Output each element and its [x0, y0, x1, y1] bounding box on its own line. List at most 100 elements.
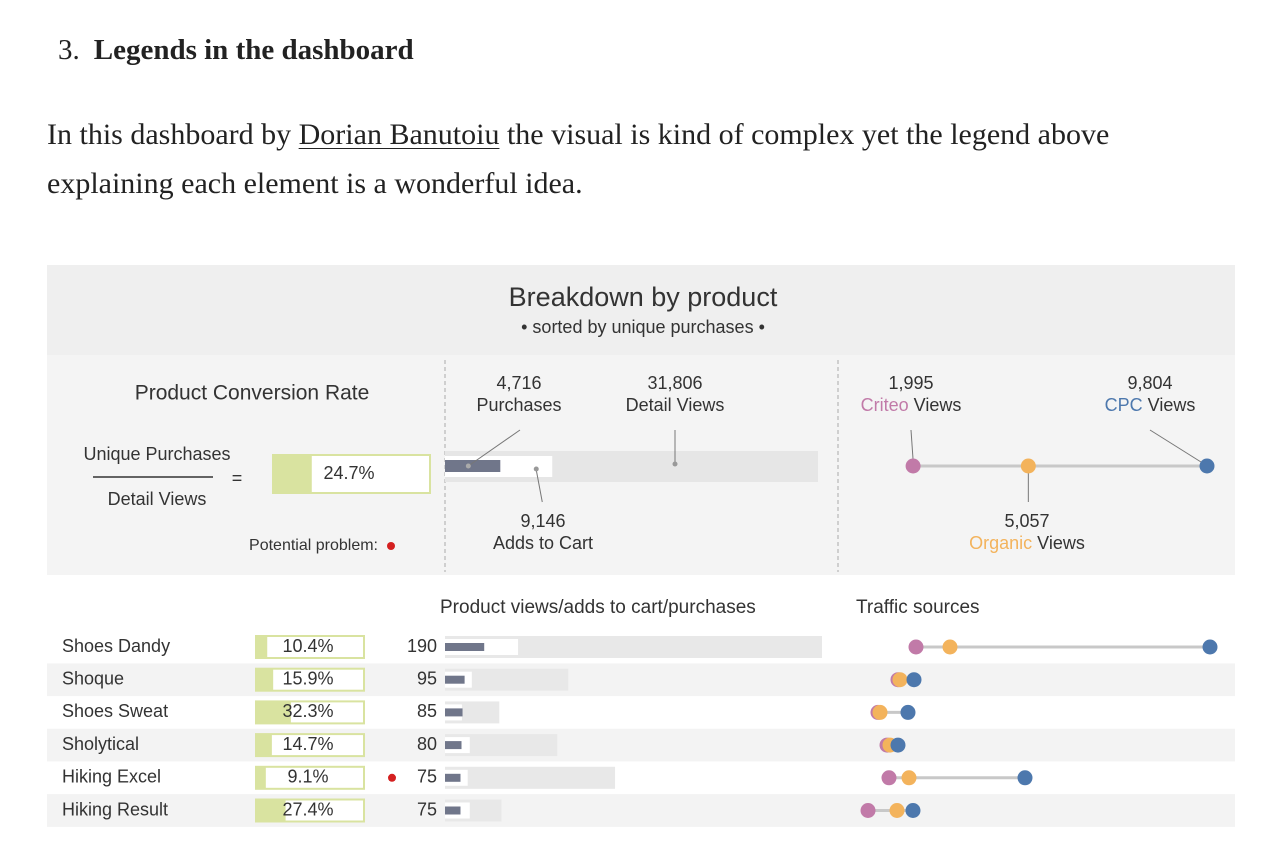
label: 9,146: [520, 511, 565, 531]
label: Potential problem:: [249, 537, 378, 554]
problem-dot: [388, 773, 396, 782]
purchases-bar: [445, 643, 485, 651]
rate-label: 32.3%: [282, 701, 333, 721]
purchases-bar: [445, 675, 465, 684]
product-name: Shoes Dandy: [62, 636, 170, 656]
purchases-label: 190: [407, 636, 437, 656]
product-name: Hiking Excel: [62, 767, 161, 787]
heading-title: Legends in the dashboard: [93, 34, 414, 66]
purchases-label: 85: [417, 701, 437, 721]
organic-dot: [942, 639, 958, 655]
cpc-dot: [1017, 770, 1033, 786]
rate-label: 15.9%: [282, 668, 333, 688]
purchases-bar: [445, 806, 461, 815]
purchases-bar: [445, 773, 461, 782]
rate-label: 9.1%: [287, 767, 328, 787]
row-stripe: [47, 663, 1235, 697]
purchases-label: 75: [417, 799, 437, 819]
link[interactable]: Dorian Banutoiu: [298, 118, 500, 151]
rate-label: 27.4%: [282, 799, 333, 819]
cpc-dot: [890, 737, 906, 753]
rate-label: 24.7%: [323, 463, 374, 483]
column-header: Product views/adds to cart/purchases: [440, 597, 756, 618]
source-name: Criteo: [861, 395, 909, 415]
leader: [535, 469, 543, 503]
criteo-dot: [881, 770, 897, 786]
rate-fill: [256, 766, 266, 789]
label: =: [232, 468, 243, 488]
purchases-bar: [445, 741, 462, 750]
leader-dot: [672, 461, 678, 467]
purchases-label: 80: [417, 734, 437, 754]
cpc-dot: [1202, 639, 1218, 655]
organic-dot: [901, 770, 917, 786]
detail-views-bar: [445, 668, 569, 691]
paragraph: In this dashboard by Dorian Banutoiu the…: [47, 110, 1227, 208]
product-name: Shoque: [62, 668, 124, 688]
product-name: Hiking Result: [62, 799, 168, 819]
label: Detail Views: [626, 395, 725, 415]
detail-views-bar: [445, 636, 822, 658]
problem-dot: [387, 542, 395, 550]
leader: [1149, 429, 1202, 463]
column-header: Traffic sources: [856, 597, 980, 618]
cpc-dot: [1199, 458, 1215, 474]
heading-number: 3.: [58, 34, 80, 66]
source-name: CPC: [1105, 395, 1143, 415]
rate-fill: [256, 636, 268, 658]
cpc-dot: [905, 803, 921, 818]
organic-dot: [872, 704, 888, 720]
source-label: Organic Views: [969, 533, 1085, 553]
purchases-bar: [445, 708, 463, 717]
detail-views-bar: [445, 766, 616, 789]
criteo-dot: [860, 803, 876, 818]
purchases-label: 75: [417, 767, 437, 787]
detail-views-bar: [445, 734, 558, 757]
criteo-dot: [908, 639, 924, 655]
source-label: CPC Views: [1105, 395, 1196, 415]
leader: [468, 429, 521, 467]
rate-fill: [256, 668, 274, 691]
label: 4,716: [496, 373, 541, 393]
cpc-dot: [900, 704, 916, 720]
rate-fill: [256, 701, 291, 724]
source-unit: Views: [914, 395, 962, 415]
label: 9,804: [1127, 373, 1172, 393]
legend-title: Product Conversion Rate: [135, 382, 370, 405]
header-background: [47, 265, 1235, 355]
source-name: Organic: [969, 533, 1032, 553]
leader-dot: [465, 463, 471, 469]
heading: 3. Legends in the dashboard: [58, 34, 414, 67]
organic-dot: [889, 803, 905, 818]
row-stripe: [47, 794, 1235, 827]
rate-fill: [273, 455, 312, 493]
leader: [910, 429, 914, 461]
label: 31,806: [647, 373, 702, 393]
criteo-dot: [905, 458, 921, 474]
row-stripe: [47, 728, 1235, 762]
dashboard-title: Breakdown by product: [509, 282, 778, 312]
rate-fill: [256, 734, 272, 757]
purchases-bar: [445, 460, 501, 472]
label: Purchases: [476, 395, 561, 415]
label: Adds to Cart: [493, 533, 593, 553]
source-label: Criteo Views: [861, 395, 962, 415]
label: Unique Purchases: [83, 444, 230, 464]
purchases-label: 95: [417, 668, 437, 688]
product-name: Shoes Sweat: [62, 701, 168, 721]
source-unit: Views: [1148, 395, 1196, 415]
rate-label: 14.7%: [282, 734, 333, 754]
cpc-dot: [906, 672, 922, 688]
organic-dot: [1020, 458, 1036, 474]
label: Detail Views: [108, 489, 207, 509]
text: the visual is kind of complex yet the le…: [47, 118, 1110, 200]
label: 5,057: [1004, 511, 1049, 531]
label: 1,995: [888, 373, 933, 393]
rate-fill: [256, 799, 286, 822]
leader-dot: [533, 466, 539, 472]
organic-dot: [892, 672, 908, 688]
rate-label: 10.4%: [282, 636, 333, 656]
text: In this dashboard by: [47, 118, 292, 151]
product-name: Sholytical: [62, 734, 139, 754]
